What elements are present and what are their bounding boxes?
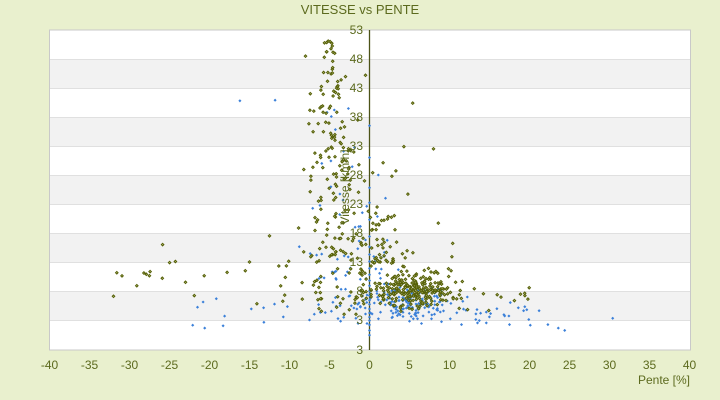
svg-text:VITESSE vs PENTE: VITESSE vs PENTE [301,2,420,17]
svg-text:18: 18 [350,226,364,240]
svg-text:28: 28 [350,168,364,182]
svg-text:30: 30 [603,358,617,372]
svg-text:5: 5 [406,358,413,372]
svg-text:Pente [%]: Pente [%] [638,373,690,387]
svg-text:15: 15 [483,358,497,372]
svg-text:25: 25 [563,358,577,372]
svg-text:-25: -25 [161,358,179,372]
svg-text:-30: -30 [121,358,139,372]
svg-text:48: 48 [350,52,364,66]
svg-text:10: 10 [443,358,457,372]
svg-text:-5: -5 [324,358,335,372]
svg-text:-10: -10 [281,358,299,372]
svg-text:38: 38 [350,110,364,124]
svg-text:-40: -40 [41,358,59,372]
svg-text:43: 43 [350,81,364,95]
svg-text:0: 0 [366,358,373,372]
svg-text:-20: -20 [201,358,219,372]
svg-text:35: 35 [643,358,657,372]
svg-text:8: 8 [356,284,363,298]
svg-text:Vitesse [km/h]: Vitesse [km/h] [338,149,352,224]
svg-text:-35: -35 [81,358,99,372]
svg-text:23: 23 [350,197,364,211]
svg-text:40: 40 [683,358,697,372]
svg-text:53: 53 [350,23,364,37]
svg-text:3: 3 [356,313,363,327]
svg-text:13: 13 [350,255,364,269]
svg-text:3: 3 [356,343,363,357]
svg-text:20: 20 [523,358,537,372]
svg-text:33: 33 [350,139,364,153]
svg-text:-15: -15 [241,358,259,372]
